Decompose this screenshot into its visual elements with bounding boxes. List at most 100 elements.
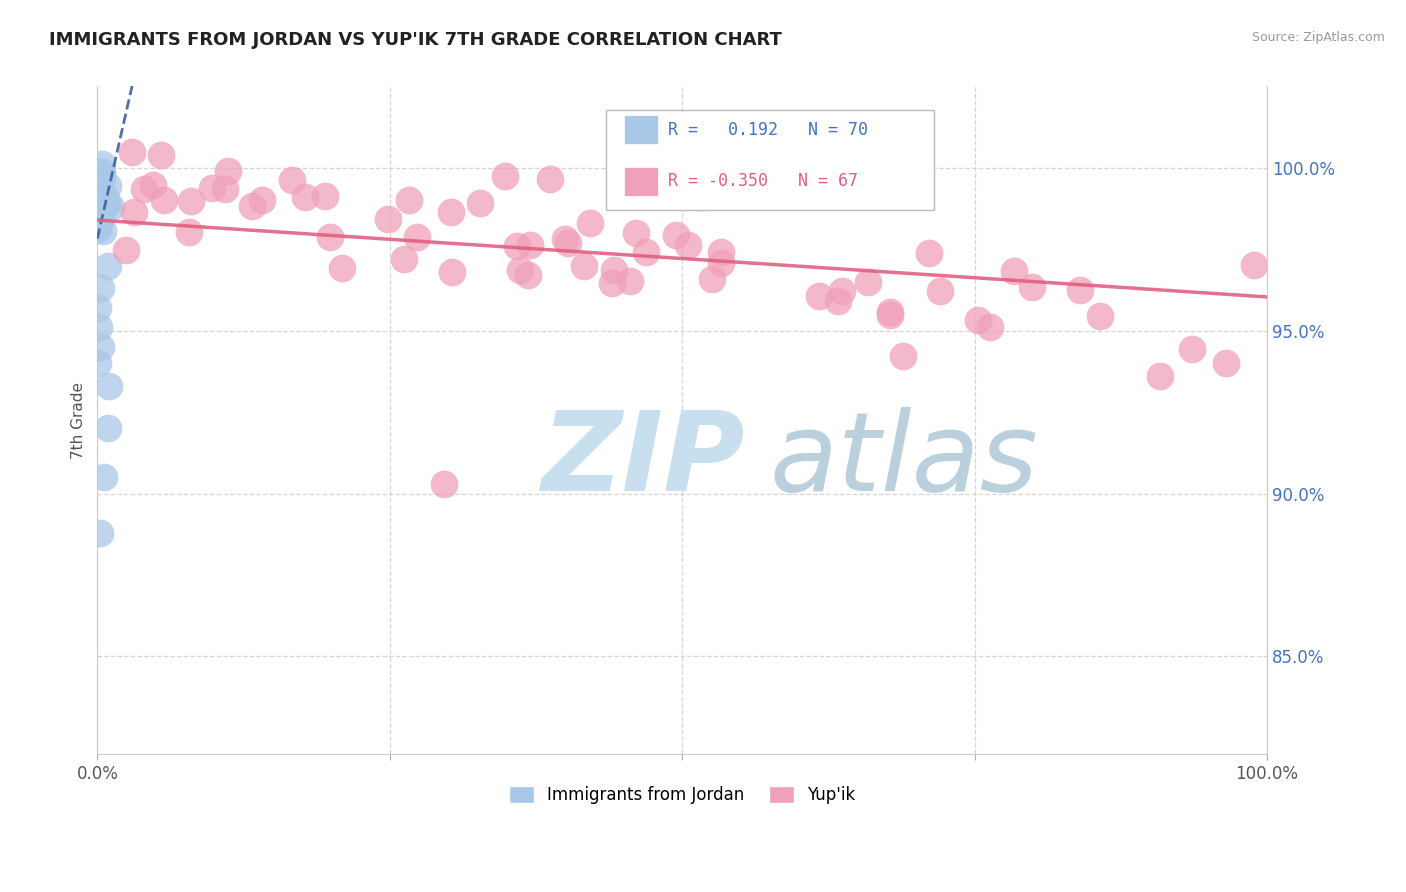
- Text: ZIP: ZIP: [541, 407, 745, 514]
- Point: [89, 199, 111, 213]
- Point: [319, 230, 342, 244]
- Point: [918, 246, 941, 260]
- Point: [94, 196, 117, 211]
- Point: [600, 276, 623, 290]
- Point: [87, 202, 110, 217]
- Point: [90, 169, 112, 183]
- Point: [89, 525, 111, 540]
- Point: [100, 200, 122, 214]
- Point: [89, 188, 111, 202]
- Point: [90, 200, 112, 214]
- Point: [314, 188, 336, 202]
- Point: [710, 255, 733, 269]
- Point: [89, 198, 111, 212]
- Point: [86, 190, 108, 204]
- Point: [700, 272, 723, 286]
- Point: [87, 320, 110, 334]
- Point: [294, 190, 316, 204]
- Point: [89, 170, 111, 185]
- Point: [89, 194, 111, 209]
- Point: [86, 169, 108, 184]
- Point: [1215, 356, 1237, 370]
- Y-axis label: 7th Grade: 7th Grade: [72, 382, 86, 458]
- Point: [91, 156, 114, 170]
- Point: [433, 476, 456, 491]
- Point: [281, 173, 304, 187]
- Point: [91, 201, 114, 215]
- Point: [89, 203, 111, 218]
- Point: [1002, 263, 1025, 277]
- Point: [377, 212, 399, 227]
- Point: [441, 265, 464, 279]
- Point: [89, 182, 111, 196]
- Legend: Immigrants from Jordan, Yup'ik: Immigrants from Jordan, Yup'ik: [501, 778, 865, 813]
- Point: [121, 145, 143, 159]
- Point: [967, 313, 990, 327]
- Point: [858, 275, 880, 289]
- Point: [86, 222, 108, 236]
- Point: [200, 181, 222, 195]
- Point: [831, 284, 853, 298]
- Point: [87, 169, 110, 183]
- Text: Source: ZipAtlas.com: Source: ZipAtlas.com: [1251, 31, 1385, 45]
- Point: [89, 213, 111, 227]
- Point: [98, 379, 121, 393]
- Point: [929, 284, 952, 298]
- Point: [709, 244, 731, 259]
- FancyBboxPatch shape: [624, 115, 658, 145]
- Point: [574, 259, 596, 273]
- Point: [879, 308, 901, 322]
- Point: [538, 172, 561, 186]
- Point: [86, 301, 108, 315]
- Text: atlas: atlas: [770, 407, 1039, 514]
- Point: [252, 193, 274, 207]
- Point: [90, 183, 112, 197]
- Point: [87, 186, 110, 201]
- Point: [97, 178, 120, 193]
- Point: [214, 182, 236, 196]
- Point: [406, 229, 429, 244]
- Point: [87, 185, 110, 199]
- Point: [891, 349, 914, 363]
- Point: [217, 164, 239, 178]
- Point: [96, 421, 118, 435]
- Point: [93, 470, 115, 484]
- Point: [141, 178, 163, 192]
- Point: [87, 165, 110, 179]
- Point: [87, 217, 110, 231]
- Point: [90, 166, 112, 180]
- Point: [506, 239, 529, 253]
- Point: [440, 205, 463, 219]
- Point: [979, 319, 1001, 334]
- Point: [603, 263, 626, 277]
- Point: [89, 194, 111, 209]
- Point: [115, 243, 138, 257]
- FancyBboxPatch shape: [624, 167, 658, 196]
- Point: [86, 193, 108, 207]
- Point: [180, 194, 202, 208]
- Point: [1069, 283, 1091, 297]
- Point: [94, 197, 117, 211]
- Point: [1021, 280, 1043, 294]
- Point: [89, 340, 111, 354]
- Point: [89, 208, 111, 222]
- Point: [87, 192, 110, 206]
- Point: [240, 199, 263, 213]
- Text: IMMIGRANTS FROM JORDAN VS YUP'IK 7TH GRADE CORRELATION CHART: IMMIGRANTS FROM JORDAN VS YUP'IK 7TH GRA…: [49, 31, 782, 49]
- Point: [87, 198, 110, 212]
- Point: [89, 182, 111, 196]
- Point: [134, 182, 156, 196]
- Point: [86, 211, 108, 225]
- Point: [89, 184, 111, 198]
- Point: [494, 169, 516, 183]
- Point: [87, 179, 110, 194]
- Point: [90, 165, 112, 179]
- Point: [398, 193, 420, 207]
- Point: [330, 260, 353, 275]
- Point: [619, 274, 641, 288]
- Point: [90, 169, 112, 183]
- Point: [1243, 258, 1265, 272]
- Point: [1181, 343, 1204, 357]
- Point: [1088, 310, 1111, 324]
- Point: [468, 196, 491, 211]
